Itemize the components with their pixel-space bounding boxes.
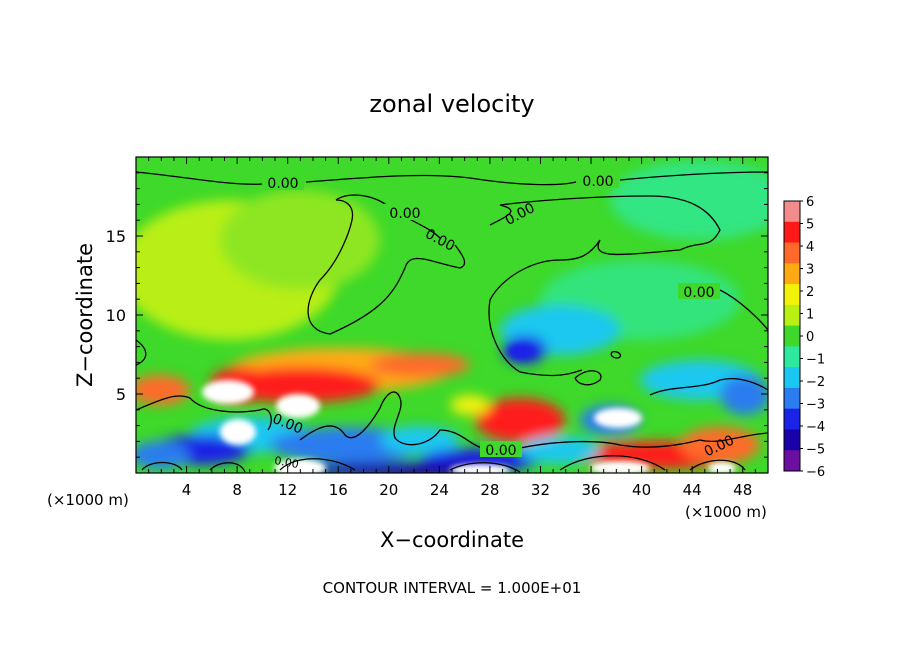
x-axis-label: X−coordinate bbox=[380, 528, 524, 552]
colorbar: 6 5 4 3 2 1 0 −1 −2 −3 −4 −5 −6 bbox=[783, 195, 825, 480]
chart-title: zonal velocity bbox=[369, 90, 534, 118]
x-tick-label: 28 bbox=[480, 481, 499, 499]
heatmap-field bbox=[136, 157, 768, 473]
colorbar-label: 0 bbox=[806, 330, 814, 345]
colorbar-label: −6 bbox=[806, 465, 825, 480]
contour-label: 0.00 bbox=[273, 454, 299, 471]
y-tick-label: 15 bbox=[106, 227, 126, 246]
colorbar-swatch bbox=[784, 304, 800, 327]
x-tick-label: 16 bbox=[329, 481, 348, 499]
y-axis-ticks: 5 10 15 bbox=[106, 172, 768, 458]
contour-label: 0.00 bbox=[389, 206, 420, 222]
colorbar-swatch bbox=[784, 325, 800, 347]
x-tick-label: 24 bbox=[430, 481, 449, 499]
y-tick-label: 10 bbox=[106, 306, 126, 325]
contour-label: 0.00 bbox=[582, 174, 613, 190]
colorbar-label: −3 bbox=[806, 398, 825, 413]
colorbar-label: 2 bbox=[806, 285, 814, 300]
x-tick-label: 8 bbox=[232, 481, 242, 499]
x-tick-label: 44 bbox=[683, 481, 702, 499]
x-tick-label: 36 bbox=[581, 481, 600, 499]
colorbar-label: 4 bbox=[806, 240, 814, 255]
contour-label: 0.00 bbox=[485, 443, 516, 459]
x-tick-label: 48 bbox=[733, 481, 752, 499]
colorbar-label: 6 bbox=[806, 195, 814, 210]
colorbar-label: −1 bbox=[806, 353, 825, 368]
colorbar-label: 5 bbox=[806, 218, 814, 233]
colorbar-swatch bbox=[784, 221, 800, 244]
colorbar-swatch bbox=[784, 450, 800, 472]
colorbar-swatch bbox=[784, 263, 800, 285]
contour-label: 0.00 bbox=[683, 285, 714, 301]
x-axis-ticks: 4 8 12 16 20 24 28 32 36 40 44 48 bbox=[148, 157, 756, 499]
colorbar-label: −4 bbox=[806, 420, 825, 435]
x-tick-label: 20 bbox=[379, 481, 398, 499]
colorbar-label: 1 bbox=[806, 308, 814, 323]
colorbar-swatch bbox=[784, 387, 800, 410]
contour-interval-footer: CONTOUR INTERVAL = 1.000E+01 bbox=[323, 579, 582, 597]
x-tick-label: 32 bbox=[531, 481, 550, 499]
x-tick-label: 40 bbox=[632, 481, 651, 499]
x-tick-label: 4 bbox=[182, 481, 192, 499]
colorbar-label: −2 bbox=[806, 375, 825, 390]
colorbar-swatch bbox=[784, 367, 800, 389]
contour-label: 0.00 bbox=[267, 176, 298, 192]
colorbar-swatch bbox=[784, 201, 800, 223]
x-unit-left: (×1000 m) bbox=[47, 491, 129, 509]
colorbar-swatch bbox=[784, 284, 800, 306]
x-unit-right: (×1000 m) bbox=[685, 503, 767, 521]
colorbar-label: −5 bbox=[806, 443, 825, 458]
y-axis-label: Z−coordinate bbox=[73, 243, 97, 387]
colorbar-swatch bbox=[784, 429, 800, 451]
colorbar-swatch bbox=[784, 408, 800, 430]
colorbar-swatch bbox=[784, 346, 800, 368]
colorbar-swatch bbox=[784, 242, 800, 264]
colorbar-label: 3 bbox=[806, 263, 814, 278]
y-tick-label: 5 bbox=[116, 385, 126, 404]
x-tick-label: 12 bbox=[278, 481, 297, 499]
contour-lines bbox=[136, 171, 768, 473]
